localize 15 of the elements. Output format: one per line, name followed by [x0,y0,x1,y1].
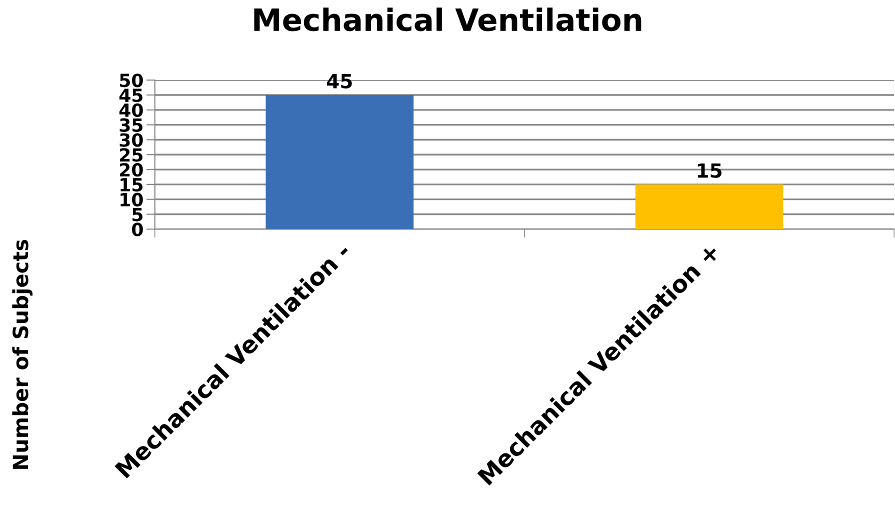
chart-title: Mechanical Ventilation [254,8,642,32]
y-tick-label: 45 [119,88,142,102]
data-label: 45 [327,74,352,88]
y-tick-label: 25 [120,148,142,162]
y-tick-label: 10 [120,192,143,206]
y-tick-label: 50 [120,74,143,88]
y-axis-title: Number of Subjects [12,240,33,469]
y-tick-label: 40 [119,103,143,118]
y-tick-label: 20 [120,163,143,177]
y-tick-label: 35 [120,118,142,132]
y-tick-label: 5 [132,208,142,222]
y-tick-label: 30 [120,133,143,147]
y-tick-label: 15 [120,178,142,192]
y-tick-label: 0 [132,222,143,236]
data-label: 15 [698,163,722,178]
